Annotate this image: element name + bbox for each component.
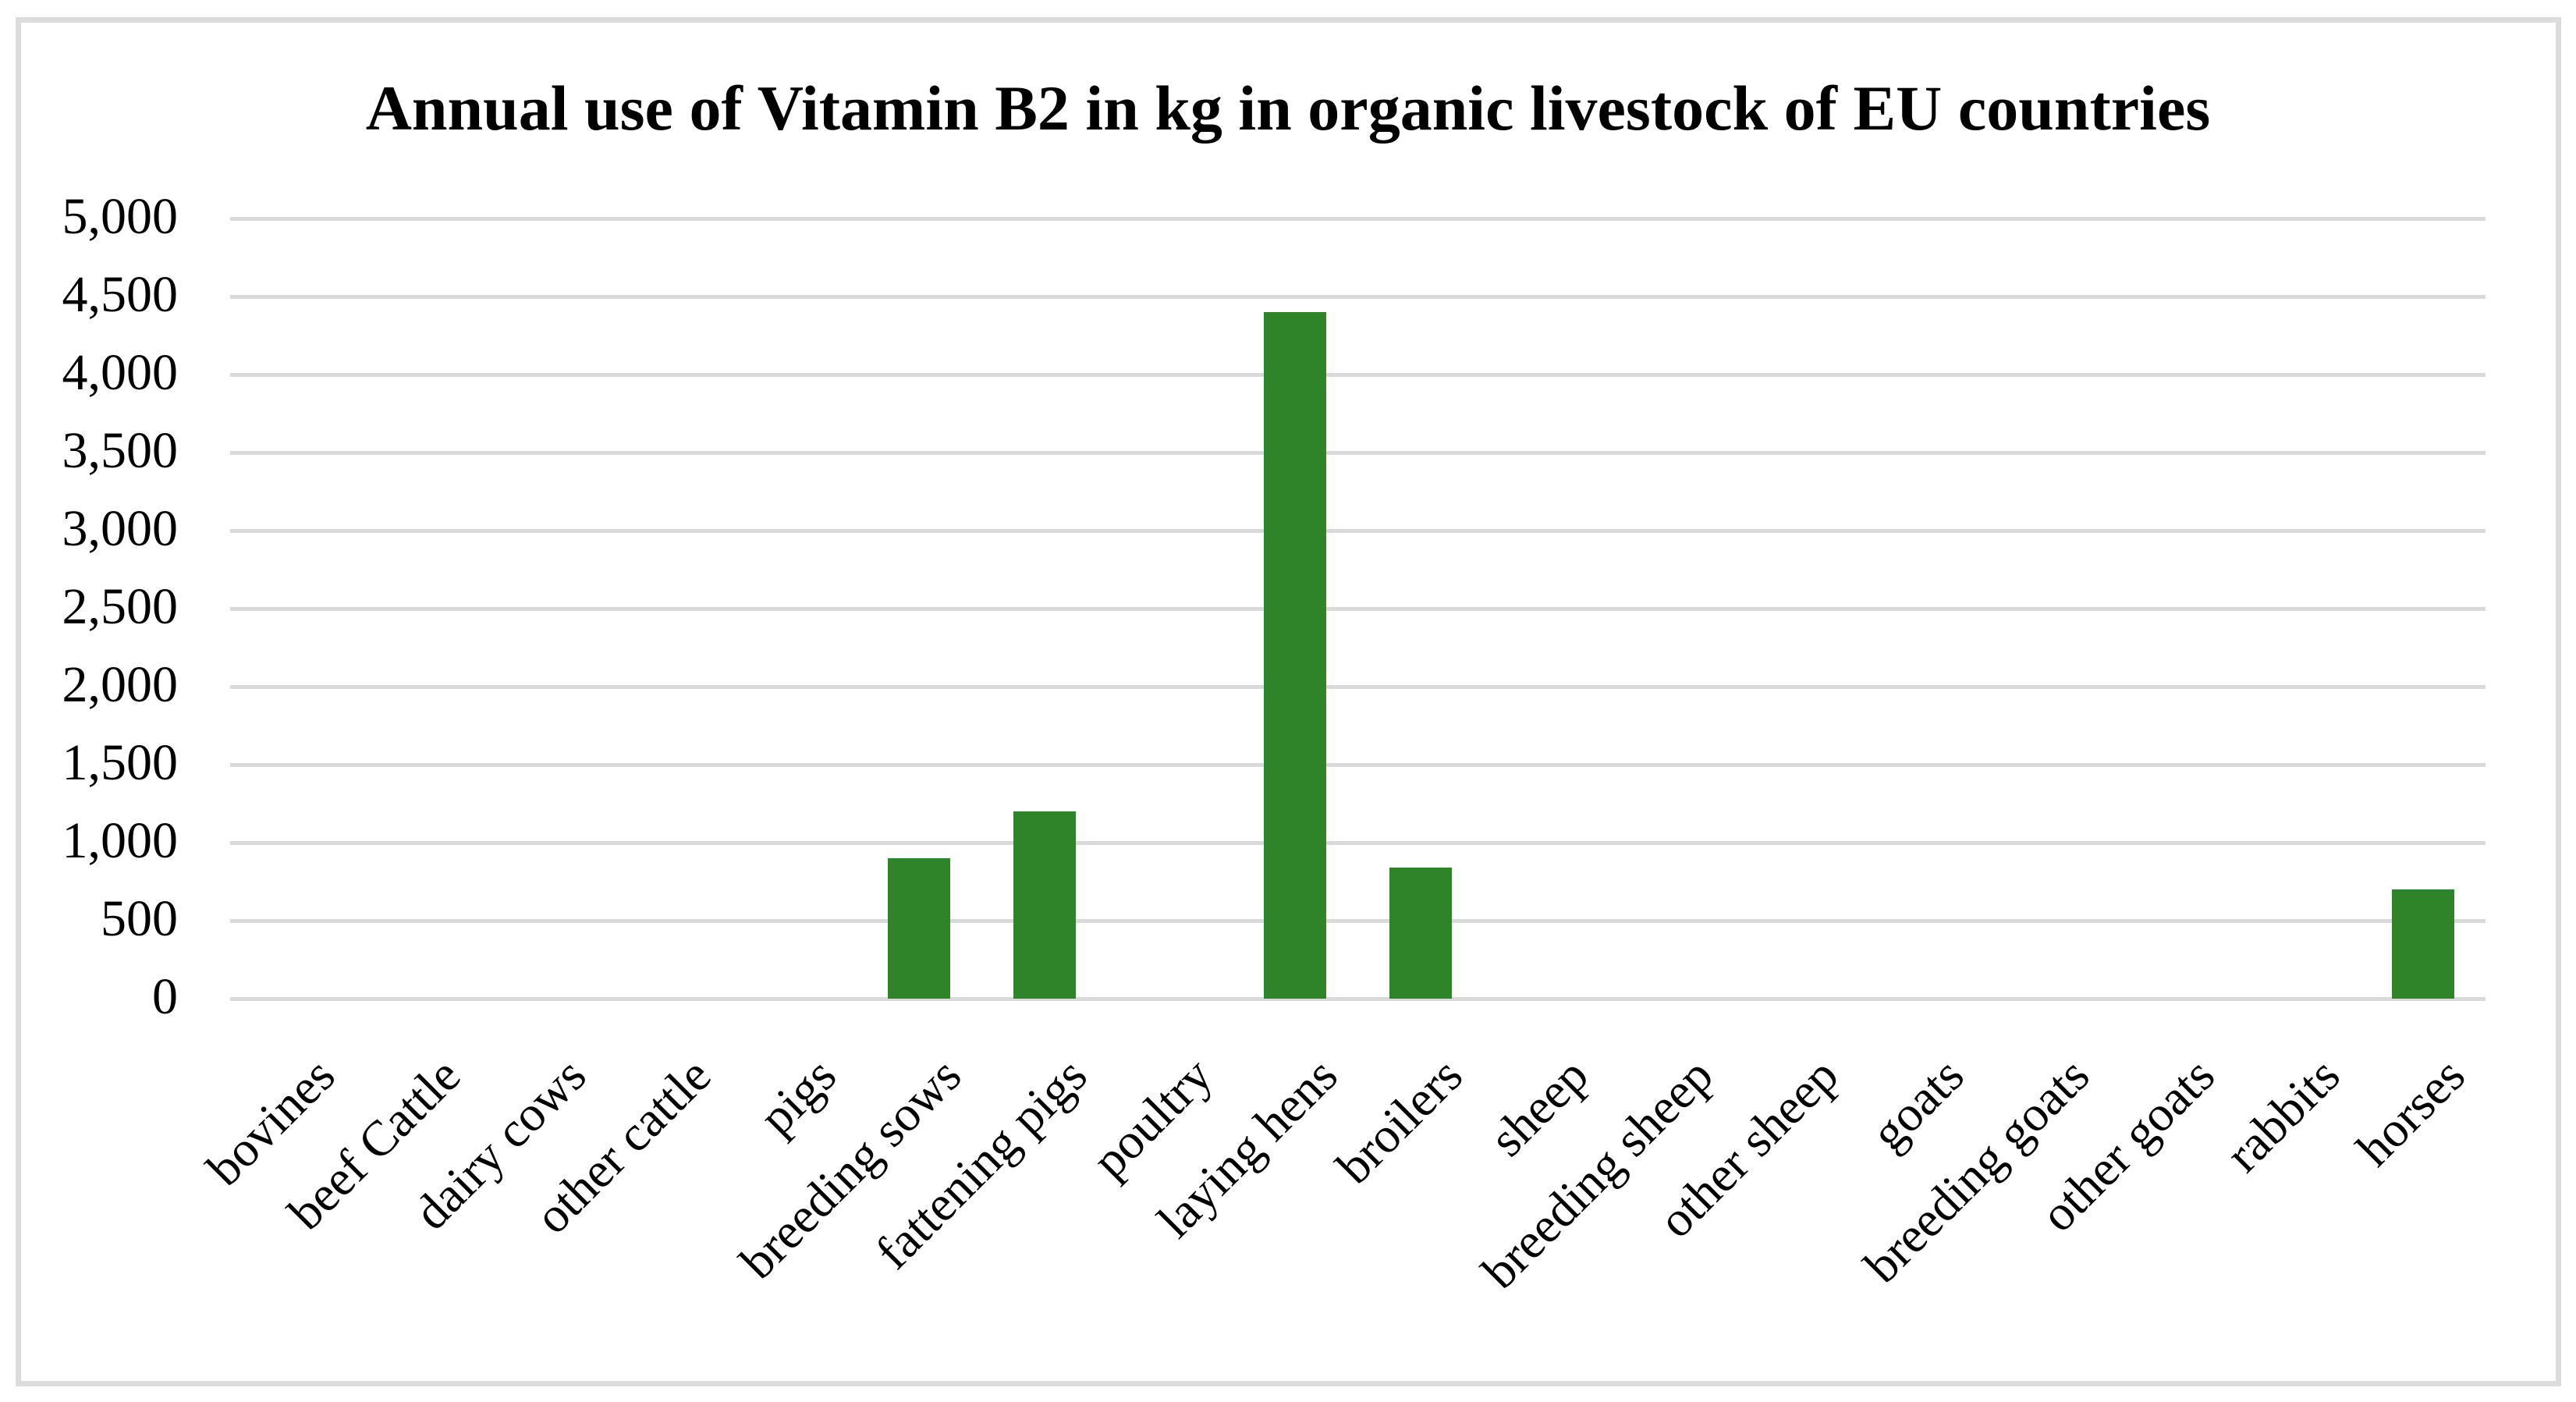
y-axis-tick-label: 1,000: [62, 812, 179, 869]
gridline-1000: [230, 840, 2486, 845]
y-axis-tick-label: 3,000: [62, 500, 179, 557]
y-axis-tick-label: 1,500: [62, 734, 179, 791]
y-axis-tick-label: 3,500: [62, 422, 179, 479]
gridline-500: [230, 918, 2486, 923]
bar-breeding-sows: [888, 858, 951, 999]
y-axis-tick-label: 2,000: [62, 656, 179, 713]
gridline-4500: [230, 294, 2486, 299]
bar-horses: [2391, 889, 2454, 999]
y-axis-tick-label: 4,000: [62, 344, 179, 401]
bar-broilers: [1389, 868, 1452, 999]
y-axis-tick-label: 4,500: [62, 266, 179, 323]
gridline-3500: [230, 450, 2486, 455]
gridline-1500: [230, 762, 2486, 767]
gridline-2000: [230, 684, 2486, 689]
y-axis-tick-label: 0: [152, 968, 178, 1025]
gridline-2500: [230, 606, 2486, 611]
y-axis-tick-label: 500: [101, 890, 178, 947]
figure-border: [16, 17, 2561, 1386]
y-axis-tick-label: 2,500: [62, 578, 179, 635]
gridline-4000: [230, 372, 2486, 377]
gridline-5000: [230, 216, 2486, 221]
gridline-3000: [230, 528, 2486, 533]
bar-laying-hens: [1264, 312, 1327, 999]
bar-fattening-pigs: [1013, 811, 1076, 999]
y-axis-tick-label: 5,000: [62, 188, 179, 245]
gridline-0: [230, 996, 2486, 1001]
chart-title: Annual use of Vitamin B2 in kg in organi…: [365, 73, 2211, 144]
